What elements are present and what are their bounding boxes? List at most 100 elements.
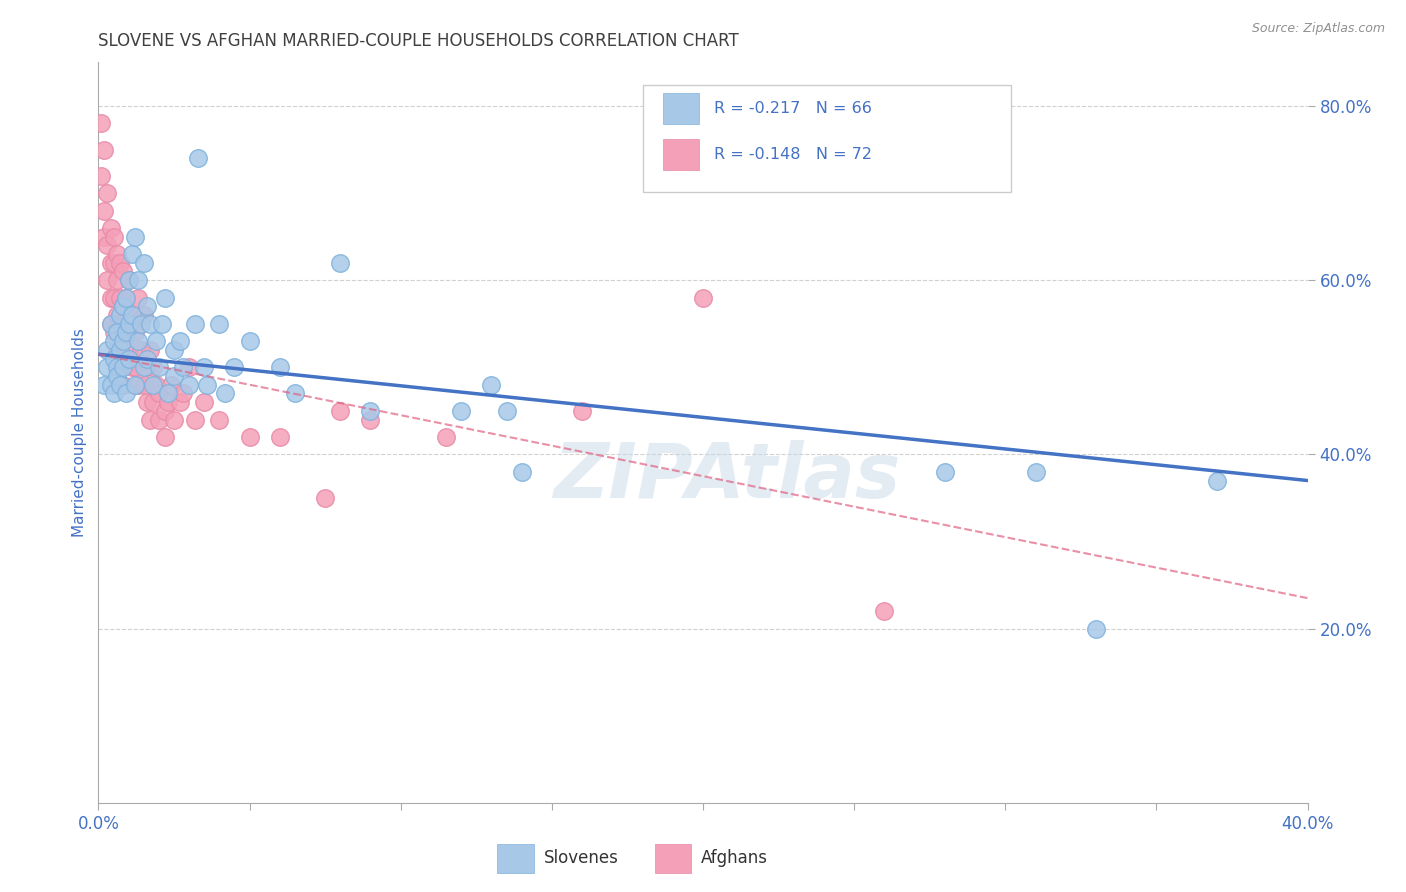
Point bbox=[314, 491, 336, 505]
Text: SLOVENE VS AFGHAN MARRIED-COUPLE HOUSEHOLDS CORRELATION CHART: SLOVENE VS AFGHAN MARRIED-COUPLE HOUSEHO… bbox=[98, 32, 740, 50]
Point bbox=[114, 326, 136, 340]
FancyBboxPatch shape bbox=[498, 844, 534, 873]
Point bbox=[148, 412, 170, 426]
Point bbox=[103, 386, 125, 401]
Point bbox=[510, 465, 533, 479]
Point bbox=[100, 377, 122, 392]
Point bbox=[121, 308, 143, 322]
Point bbox=[127, 273, 149, 287]
Point bbox=[142, 360, 165, 375]
Point bbox=[124, 326, 146, 340]
Point bbox=[214, 386, 236, 401]
Point bbox=[105, 360, 128, 375]
Point bbox=[224, 360, 246, 375]
Point bbox=[139, 343, 162, 357]
Point bbox=[124, 229, 146, 244]
Point bbox=[96, 273, 118, 287]
Point bbox=[114, 291, 136, 305]
Point bbox=[105, 247, 128, 261]
Point bbox=[103, 291, 125, 305]
Point bbox=[172, 386, 194, 401]
Point bbox=[108, 377, 131, 392]
Text: Source: ZipAtlas.com: Source: ZipAtlas.com bbox=[1251, 22, 1385, 36]
Point bbox=[118, 351, 141, 366]
Point bbox=[114, 291, 136, 305]
Point bbox=[150, 317, 173, 331]
Point bbox=[90, 169, 112, 183]
Point bbox=[118, 273, 141, 287]
Point bbox=[118, 308, 141, 322]
Point bbox=[135, 351, 157, 366]
Point bbox=[145, 377, 167, 392]
Point bbox=[156, 395, 179, 409]
Point bbox=[132, 256, 155, 270]
Point bbox=[93, 377, 115, 392]
Point bbox=[100, 317, 122, 331]
Text: Afghans: Afghans bbox=[700, 849, 768, 867]
Point bbox=[156, 386, 179, 401]
Point bbox=[135, 299, 157, 313]
Point bbox=[132, 360, 155, 375]
Point bbox=[1085, 622, 1108, 636]
FancyBboxPatch shape bbox=[655, 844, 690, 873]
Point bbox=[105, 326, 128, 340]
Point bbox=[172, 360, 194, 375]
Point bbox=[284, 386, 307, 401]
Point bbox=[148, 386, 170, 401]
Point bbox=[93, 203, 115, 218]
FancyBboxPatch shape bbox=[643, 85, 1011, 192]
Text: Slovenes: Slovenes bbox=[543, 849, 619, 867]
Point bbox=[121, 360, 143, 375]
Point bbox=[114, 386, 136, 401]
Point bbox=[873, 604, 896, 618]
Point bbox=[1206, 474, 1229, 488]
Point bbox=[139, 412, 162, 426]
Point bbox=[118, 343, 141, 357]
Point bbox=[93, 229, 115, 244]
Point bbox=[132, 377, 155, 392]
Point bbox=[124, 360, 146, 375]
Point bbox=[114, 326, 136, 340]
Point bbox=[111, 299, 134, 313]
Point bbox=[108, 256, 131, 270]
Text: R = -0.217   N = 66: R = -0.217 N = 66 bbox=[714, 101, 872, 116]
Point bbox=[124, 377, 146, 392]
Point bbox=[434, 430, 457, 444]
Point bbox=[934, 465, 956, 479]
Point bbox=[142, 395, 165, 409]
Point bbox=[127, 334, 149, 348]
Point bbox=[160, 377, 183, 392]
Point bbox=[169, 334, 191, 348]
Point bbox=[360, 404, 382, 418]
Point bbox=[90, 116, 112, 130]
Point bbox=[450, 404, 472, 418]
Point bbox=[329, 404, 352, 418]
Point bbox=[127, 377, 149, 392]
Point bbox=[129, 317, 152, 331]
Point bbox=[105, 308, 128, 322]
Point bbox=[135, 395, 157, 409]
Point bbox=[360, 412, 382, 426]
Point bbox=[103, 351, 125, 366]
Point bbox=[111, 299, 134, 313]
Point bbox=[153, 430, 176, 444]
Point bbox=[184, 317, 207, 331]
Point bbox=[121, 247, 143, 261]
Point bbox=[111, 334, 134, 348]
Point bbox=[100, 256, 122, 270]
Point bbox=[571, 404, 593, 418]
Point bbox=[1024, 465, 1046, 479]
Point bbox=[145, 334, 167, 348]
Point bbox=[269, 430, 291, 444]
Point bbox=[108, 291, 131, 305]
Point bbox=[184, 412, 207, 426]
FancyBboxPatch shape bbox=[664, 138, 699, 169]
Point bbox=[132, 308, 155, 322]
Point bbox=[103, 256, 125, 270]
Point bbox=[269, 360, 291, 375]
Y-axis label: Married-couple Households: Married-couple Households bbox=[72, 328, 87, 537]
Point bbox=[169, 395, 191, 409]
Point bbox=[103, 326, 125, 340]
Point bbox=[96, 360, 118, 375]
Point bbox=[100, 317, 122, 331]
